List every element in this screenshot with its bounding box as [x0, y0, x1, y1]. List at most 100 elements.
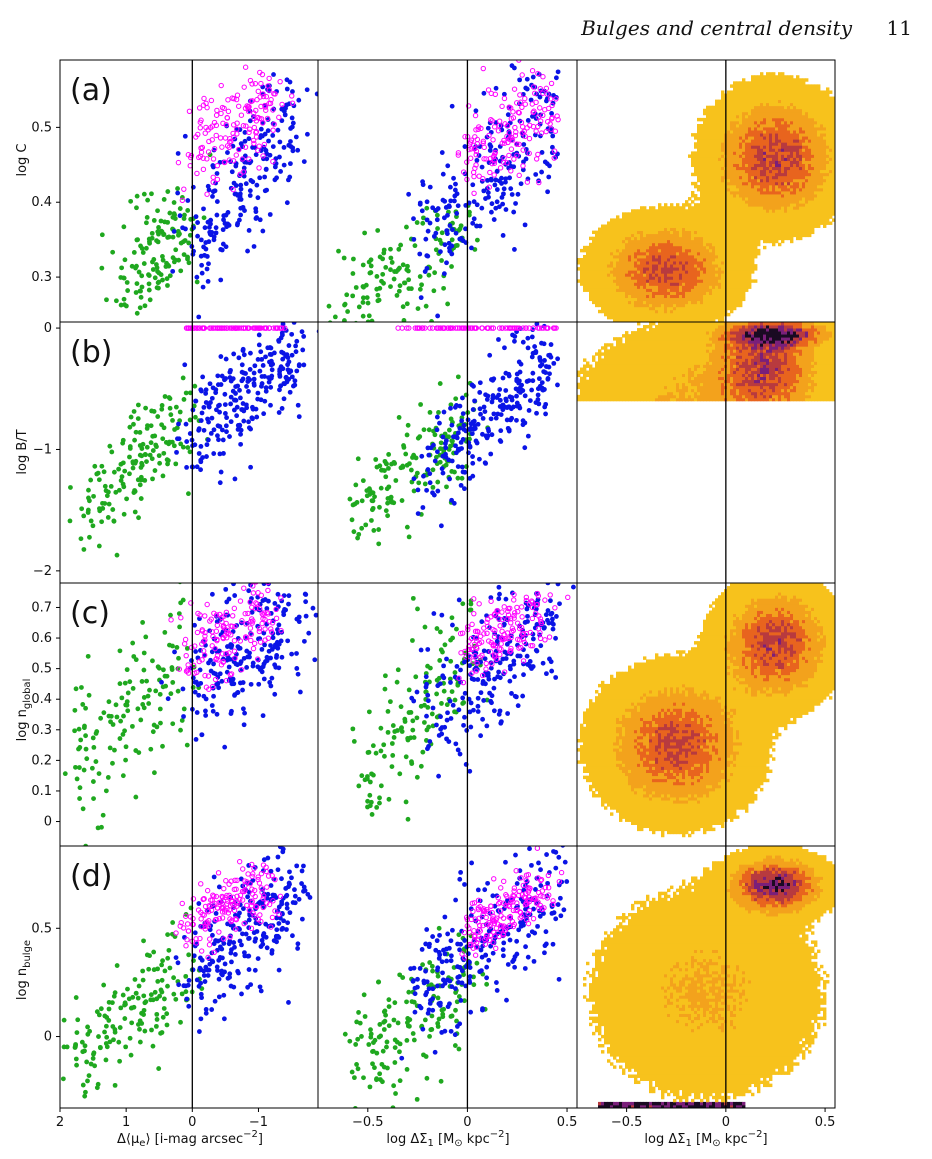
- heatmap-cell: [673, 306, 677, 311]
- heatmap-cell: [700, 157, 704, 161]
- heatmap-cell: [730, 181, 734, 186]
- star-forming-point: [185, 254, 190, 260]
- heatmap-cell: [610, 285, 614, 289]
- heatmap-cell: [658, 306, 662, 311]
- heatmap-cell: [700, 270, 704, 274]
- heatmap-cell: [682, 297, 686, 302]
- heatmap-cell: [748, 136, 752, 140]
- heatmap-cell: [730, 191, 734, 195]
- heatmap-cell: [772, 187, 776, 192]
- heatmap-cell: [721, 127, 725, 131]
- heatmap-cell: [613, 221, 617, 225]
- quiescent-point: [430, 205, 436, 211]
- heatmap-cell: [712, 294, 716, 299]
- heatmap-cell: [655, 315, 659, 320]
- heatmap-cell: [799, 227, 803, 232]
- heatmap-cell: [808, 218, 812, 222]
- elliptical-point: [545, 105, 552, 112]
- heatmap-cell: [622, 282, 626, 286]
- heatmap-cell: [622, 264, 626, 268]
- elliptical-point: [522, 133, 528, 139]
- heatmap-cell: [739, 178, 743, 183]
- heatmap-cell: [589, 273, 593, 277]
- heatmap-cell: [649, 215, 653, 219]
- heatmap-cell: [748, 154, 752, 158]
- heatmap-cell: [646, 282, 650, 286]
- heatmap-cell: [781, 206, 785, 210]
- heatmap-cell: [733, 294, 737, 299]
- heatmap-cell: [709, 270, 713, 274]
- heatmap-cell: [679, 236, 683, 241]
- heatmap-cell: [580, 264, 584, 268]
- heatmap-cell: [769, 206, 773, 210]
- heatmap-cell: [718, 215, 722, 219]
- elliptical-point: [485, 87, 492, 93]
- heatmap-cell: [583, 258, 587, 262]
- heatmap-cell: [742, 261, 746, 265]
- heatmap-cell: [751, 120, 755, 125]
- heatmap-cell: [691, 318, 695, 322]
- heatmap-cell: [763, 151, 767, 155]
- heatmap-cell: [742, 279, 746, 283]
- heatmap-cell: [811, 163, 815, 168]
- elliptical-point: [522, 95, 528, 102]
- heatmap-cell: [748, 209, 752, 213]
- heatmap-cell: [799, 172, 803, 177]
- heatmap-cell: [730, 276, 734, 280]
- heatmap-cell: [715, 197, 719, 201]
- heatmap-cell: [820, 187, 824, 192]
- elliptical-point: [537, 85, 544, 92]
- heatmap-cell: [790, 145, 794, 149]
- heatmap-cell: [763, 136, 767, 140]
- heatmap-cell: [589, 282, 593, 286]
- heatmap-cell: [802, 157, 806, 161]
- heatmap-cell: [727, 227, 731, 232]
- heatmap-cell: [799, 157, 803, 161]
- heatmap-cell: [796, 93, 800, 97]
- heatmap-cell: [685, 261, 689, 265]
- heatmap-cell: [718, 285, 722, 289]
- heatmap-cell: [805, 233, 809, 238]
- heatmap-cell: [616, 303, 620, 308]
- elliptical-point: [220, 120, 226, 127]
- quiescent-point: [442, 242, 448, 248]
- heatmap-cell: [691, 212, 695, 216]
- heatmap-cell: [706, 148, 710, 152]
- heatmap-cell: [718, 117, 722, 122]
- heatmap-cell: [601, 258, 605, 262]
- heatmap-cell: [679, 294, 683, 299]
- heatmap-cell: [775, 230, 779, 235]
- heatmap-cell: [718, 254, 722, 259]
- heatmap-cell: [670, 224, 674, 228]
- quiescent-point: [550, 133, 556, 139]
- heatmap-cell: [703, 297, 707, 302]
- heatmap-cell: [613, 218, 617, 222]
- heatmap-cell: [685, 230, 689, 235]
- heatmap-cell: [625, 224, 629, 228]
- heatmap-cell: [658, 285, 662, 289]
- heatmap-cell: [748, 148, 752, 152]
- heatmap-cell: [745, 120, 749, 125]
- heatmap-cell: [739, 209, 743, 213]
- heatmap-cell: [691, 206, 695, 210]
- elliptical-point: [538, 130, 545, 136]
- star-forming-point: [176, 257, 182, 263]
- heatmap-cell: [640, 270, 644, 274]
- heatmap-cell: [709, 224, 713, 228]
- heatmap-cell: [694, 264, 698, 268]
- heatmap-cell: [652, 285, 656, 289]
- heatmap-cell: [712, 297, 716, 302]
- heatmap-cell: [703, 178, 707, 183]
- heatmap-cell: [733, 218, 737, 222]
- elliptical-point: [497, 165, 504, 171]
- heatmap-cell: [631, 297, 635, 302]
- heatmap-cell: [742, 200, 746, 204]
- heatmap-cell: [772, 142, 776, 146]
- heatmap-cell: [628, 315, 632, 320]
- heatmap-cell: [664, 254, 668, 259]
- heatmap-cell: [811, 206, 815, 210]
- quiescent-point: [253, 216, 259, 221]
- heatmap-cell: [703, 315, 707, 320]
- star-forming-point: [435, 226, 440, 231]
- heatmap-cell: [787, 145, 791, 149]
